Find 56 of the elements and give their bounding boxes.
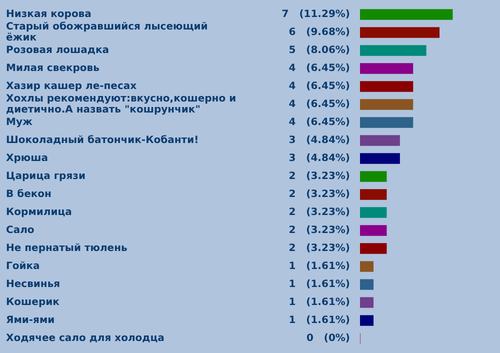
bar [360,279,374,290]
bar [360,243,387,254]
data-label: 4 (6.45%) [288,63,350,74]
y-tick-label: Низкая корова [6,9,92,20]
bar [360,153,400,164]
y-tick-label: Хазир кашер ле-песах [6,81,138,92]
y-tick-label: Гойка [6,261,40,272]
data-label: 2 (3.23%) [288,243,350,254]
data-label: 3 (4.84%) [288,153,350,164]
data-label: 4 (6.45%) [288,81,350,92]
bar [360,189,387,200]
y-tick-label: Муж [6,117,32,128]
bar [360,225,387,236]
bar [360,315,374,326]
bar [360,63,414,74]
y-tick-label: Сало [6,225,34,236]
data-label: 4 (6.45%) [288,117,350,128]
data-label: 1 (1.61%) [288,315,350,326]
y-tick-label: Хрюша [6,153,48,164]
data-label: 4 (6.45%) [288,99,350,110]
data-label: 1 (1.61%) [288,261,350,272]
y-tick-label: Старый обожравшийся лысеющий ёжик [6,22,208,44]
bar [360,9,453,20]
data-label: 0 (0%) [306,333,350,344]
bar [360,99,414,110]
data-label: 2 (3.23%) [288,207,350,218]
data-label: 7 (11.29%) [282,9,350,20]
data-label: 2 (3.23%) [288,189,350,200]
bar [360,297,374,308]
y-tick-label: Ходячее сало для холодца [6,333,164,344]
bar [360,45,426,56]
data-label: 1 (1.61%) [288,297,350,308]
bar [360,261,374,272]
y-tick-label: Розовая лошадка [6,45,110,56]
y-tick-label: Шоколадный батончик-Кобанти! [6,135,199,146]
data-label: 2 (3.23%) [288,225,350,236]
y-tick-label: Кормилица [6,207,72,218]
y-tick-label: Не пернатый тюлень [6,243,128,254]
y-tick-label: Хохлы рекомендуют:вкусно,кошерно и диетично.А назвать "кошрунчик" [6,94,236,116]
bar [360,27,440,38]
data-label: 5 (8.06%) [288,45,350,56]
bar [360,81,414,92]
data-label: 3 (4.84%) [288,135,350,146]
bar [360,135,400,146]
y-tick-label: Царица грязи [6,171,86,182]
data-label: 6 (9.68%) [288,27,350,38]
data-label: 2 (3.23%) [288,171,350,182]
y-tick-label: В бекон [6,189,52,200]
y-tick-label: Несвинья [6,279,60,290]
bar [360,207,387,218]
bar [360,171,387,182]
data-label: 1 (1.61%) [288,279,350,290]
y-tick-label: Кошерик [6,297,60,308]
y-tick-label: Милая свекровь [6,63,100,74]
y-tick-label: Ями-ями [6,315,55,326]
bar [360,117,414,128]
